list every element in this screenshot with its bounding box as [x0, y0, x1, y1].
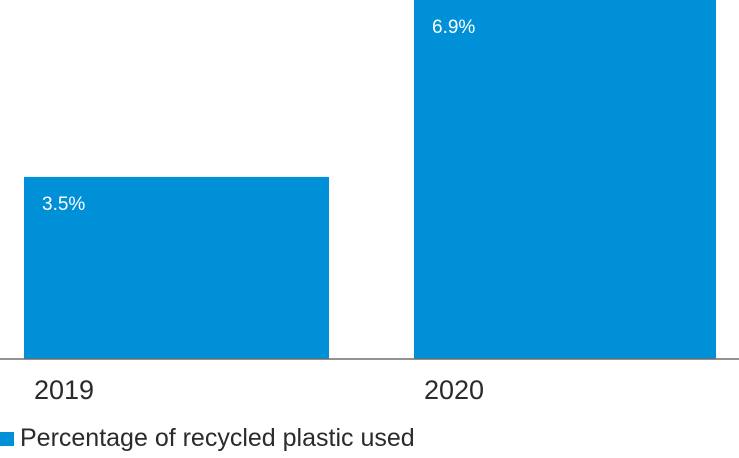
- data-label-2020: 6.9%: [432, 17, 475, 38]
- bar-labels-group: 3.5% 6.9%: [42, 17, 475, 215]
- legend: Percentage of recycled plastic used: [0, 424, 415, 453]
- x-tick-label-2019: 2019: [34, 375, 94, 405]
- data-label-2019: 3.5%: [42, 194, 85, 215]
- x-tick-labels-group: 2019 2020: [34, 375, 484, 405]
- legend-label: Percentage of recycled plastic used: [20, 424, 415, 452]
- bar-2019: [24, 176, 329, 359]
- bars-group: [24, 0, 716, 359]
- legend-swatch: [0, 431, 14, 446]
- bar-2020: [414, 0, 716, 359]
- x-tick-label-2020: 2020: [424, 375, 484, 405]
